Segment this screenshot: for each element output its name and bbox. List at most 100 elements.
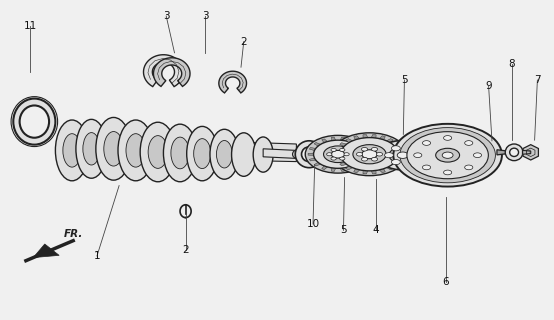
Ellipse shape	[505, 144, 523, 161]
Polygon shape	[115, 144, 134, 156]
Circle shape	[389, 147, 417, 163]
Polygon shape	[33, 244, 59, 258]
Polygon shape	[346, 164, 356, 170]
Polygon shape	[522, 150, 531, 154]
Polygon shape	[346, 139, 354, 145]
Text: 9: 9	[485, 81, 492, 92]
Ellipse shape	[63, 134, 81, 167]
Circle shape	[353, 145, 386, 164]
Text: 6: 6	[443, 276, 449, 287]
Circle shape	[340, 157, 345, 160]
Ellipse shape	[83, 132, 100, 165]
Ellipse shape	[293, 150, 301, 158]
Ellipse shape	[104, 132, 124, 166]
Polygon shape	[346, 164, 354, 170]
Ellipse shape	[96, 117, 131, 180]
Circle shape	[331, 157, 336, 160]
Circle shape	[331, 148, 336, 151]
Circle shape	[400, 128, 495, 183]
Polygon shape	[309, 148, 320, 152]
Polygon shape	[322, 139, 330, 145]
Text: 2: 2	[240, 36, 247, 47]
Text: 4: 4	[372, 225, 379, 236]
Circle shape	[377, 140, 428, 170]
Circle shape	[305, 135, 371, 173]
Polygon shape	[370, 168, 376, 174]
Polygon shape	[309, 157, 320, 161]
Ellipse shape	[148, 136, 168, 168]
Polygon shape	[219, 71, 247, 93]
Polygon shape	[331, 165, 337, 172]
Circle shape	[444, 136, 452, 140]
Circle shape	[340, 148, 345, 151]
Polygon shape	[356, 148, 367, 152]
Text: 11: 11	[24, 20, 37, 31]
Circle shape	[414, 153, 422, 157]
Circle shape	[356, 152, 363, 156]
Ellipse shape	[187, 126, 218, 181]
Circle shape	[392, 146, 401, 151]
Circle shape	[393, 124, 502, 187]
Circle shape	[371, 148, 378, 151]
Circle shape	[392, 160, 401, 165]
Circle shape	[376, 152, 383, 156]
Ellipse shape	[510, 148, 519, 156]
Polygon shape	[363, 168, 369, 174]
Circle shape	[435, 148, 460, 162]
Ellipse shape	[163, 124, 197, 182]
Text: 5: 5	[401, 75, 408, 85]
Polygon shape	[314, 161, 324, 166]
Polygon shape	[137, 145, 156, 157]
Ellipse shape	[140, 122, 176, 182]
Circle shape	[405, 160, 414, 165]
Polygon shape	[363, 134, 369, 141]
Polygon shape	[370, 134, 376, 141]
Ellipse shape	[126, 134, 146, 167]
Ellipse shape	[253, 137, 273, 172]
Polygon shape	[523, 145, 538, 160]
Polygon shape	[153, 58, 190, 86]
Polygon shape	[497, 150, 507, 155]
Circle shape	[442, 152, 453, 158]
Polygon shape	[377, 136, 386, 142]
Ellipse shape	[295, 141, 323, 168]
Polygon shape	[143, 55, 183, 87]
Ellipse shape	[210, 129, 239, 179]
Circle shape	[314, 140, 362, 168]
Circle shape	[362, 150, 377, 159]
Ellipse shape	[55, 120, 89, 181]
Text: 7: 7	[534, 75, 541, 85]
Circle shape	[361, 157, 368, 161]
Circle shape	[412, 153, 421, 158]
Polygon shape	[160, 147, 178, 158]
Circle shape	[361, 148, 368, 151]
Polygon shape	[392, 148, 403, 152]
Circle shape	[371, 157, 378, 161]
Polygon shape	[336, 156, 347, 161]
Polygon shape	[352, 161, 362, 166]
Polygon shape	[339, 137, 345, 143]
Polygon shape	[93, 143, 112, 155]
Polygon shape	[335, 153, 345, 156]
Polygon shape	[308, 153, 318, 156]
Ellipse shape	[171, 137, 189, 169]
Circle shape	[324, 146, 352, 163]
Circle shape	[331, 150, 345, 158]
Ellipse shape	[76, 119, 107, 178]
Text: 5: 5	[340, 225, 347, 236]
Polygon shape	[394, 153, 404, 156]
Polygon shape	[392, 156, 403, 161]
Circle shape	[465, 141, 473, 145]
Text: 1: 1	[94, 251, 100, 261]
Circle shape	[407, 132, 489, 179]
Ellipse shape	[13, 99, 55, 145]
Text: 10: 10	[306, 219, 320, 229]
Polygon shape	[314, 142, 324, 148]
Polygon shape	[226, 148, 243, 160]
Circle shape	[405, 146, 414, 151]
Polygon shape	[336, 148, 347, 152]
Ellipse shape	[19, 106, 49, 138]
Polygon shape	[353, 166, 362, 173]
Polygon shape	[356, 157, 367, 161]
Circle shape	[465, 165, 473, 170]
